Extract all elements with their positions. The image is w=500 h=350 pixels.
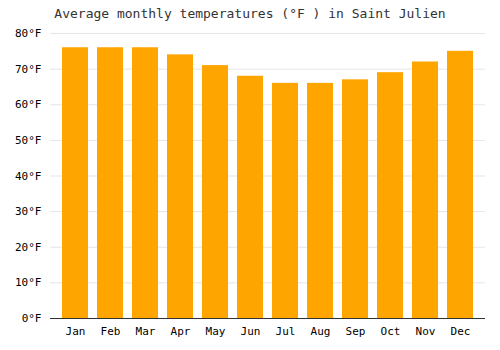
svg-text:Sep: Sep bbox=[346, 325, 366, 338]
svg-text:Apr: Apr bbox=[171, 325, 191, 338]
svg-text:Mar: Mar bbox=[136, 325, 156, 338]
svg-text:20°F: 20°F bbox=[15, 241, 42, 254]
svg-text:60°F: 60°F bbox=[15, 98, 42, 111]
svg-text:Aug: Aug bbox=[311, 325, 331, 338]
svg-text:Dec: Dec bbox=[451, 325, 471, 338]
html-text:Average monthly temperatures (: Average monthly temperatures (°F ) in Sa… bbox=[54, 6, 446, 21]
svg-text:Jul: Jul bbox=[276, 325, 296, 338]
svg-text:May: May bbox=[206, 325, 226, 338]
svg-text:10°F: 10°F bbox=[15, 276, 42, 289]
svg-text:40°F: 40°F bbox=[15, 170, 42, 183]
svg-text:50°F: 50°F bbox=[15, 134, 42, 147]
svg-text:80°F: 80°F bbox=[15, 27, 42, 40]
svg-text:30°F: 30°F bbox=[15, 205, 42, 218]
svg-text:Oct: Oct bbox=[381, 325, 401, 338]
svg-text:Jun: Jun bbox=[241, 325, 261, 338]
svg-text:0°F: 0°F bbox=[22, 312, 42, 325]
svg-text:Jan: Jan bbox=[66, 325, 86, 338]
svg-text:70°F: 70°F bbox=[15, 63, 42, 76]
svg-text:Nov: Nov bbox=[416, 325, 436, 338]
svg-text:Feb: Feb bbox=[101, 325, 121, 338]
